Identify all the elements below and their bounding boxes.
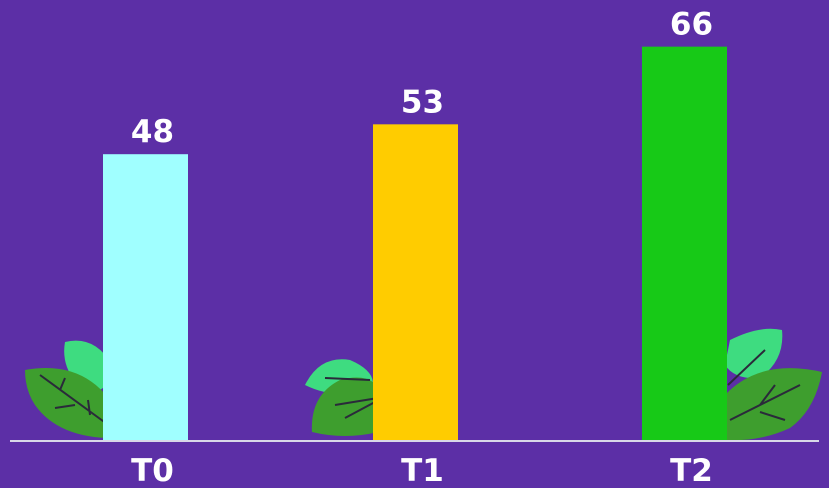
- bars: [103, 46, 727, 442]
- value-label: 66: [670, 7, 713, 43]
- leaves-middle: [305, 359, 380, 436]
- leaves-left: [25, 340, 120, 439]
- x-tick-label: T0: [131, 453, 174, 488]
- value-label: 48: [131, 114, 174, 150]
- value-label: 53: [401, 84, 444, 120]
- x-tick-label: T1: [401, 453, 444, 488]
- x-tick-label: T2: [670, 453, 713, 488]
- bar: [642, 46, 727, 442]
- leaves-right: [725, 328, 822, 441]
- bar: [103, 154, 188, 441]
- bar: [373, 124, 458, 441]
